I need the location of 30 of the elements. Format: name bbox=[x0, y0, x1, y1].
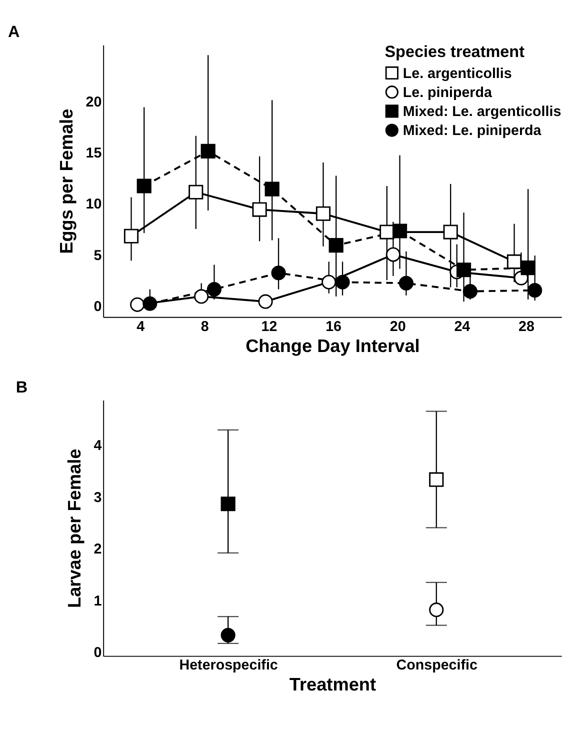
y-tick-label: 5 bbox=[94, 248, 102, 264]
chart-title: B bbox=[16, 378, 28, 396]
x-tick-label: 12 bbox=[261, 318, 278, 335]
legend-label: Le. argenticollis bbox=[402, 66, 512, 82]
x-tick-label: Heterospecific bbox=[179, 658, 278, 674]
y-tick-label: 0 bbox=[94, 298, 102, 315]
y-tick-label: 3 bbox=[94, 490, 102, 506]
x-tick-label: 8 bbox=[200, 318, 209, 335]
legend-label: Mixed: Le. argenticollis bbox=[402, 104, 562, 120]
chart-title: A bbox=[8, 23, 20, 42]
x-tick-label: 24 bbox=[454, 318, 470, 335]
x-tick-label: 16 bbox=[326, 318, 342, 335]
y-axis-title: Larvae per Female bbox=[64, 448, 84, 608]
y-tick-label: 15 bbox=[86, 145, 102, 162]
x-tick-label: 4 bbox=[136, 318, 145, 335]
x-axis-title: Treatment bbox=[289, 674, 376, 695]
x-tick-label: 20 bbox=[390, 318, 406, 335]
x-tick-label: 28 bbox=[518, 318, 534, 335]
y-tick-label: 2 bbox=[94, 542, 102, 558]
legend-label: Mixed: Le. piniperda bbox=[402, 123, 542, 140]
y-tick-label: 1 bbox=[94, 593, 102, 610]
y-tick-label: 20 bbox=[86, 94, 102, 110]
y-tick-label: 4 bbox=[94, 438, 102, 454]
x-axis-title: Change Day Interval bbox=[246, 336, 420, 356]
x-tick-label: Conspecific bbox=[396, 658, 478, 674]
y-tick-label: 10 bbox=[86, 196, 102, 213]
legend-title: Species treatment bbox=[384, 43, 526, 62]
legend-label: Le. piniperda bbox=[402, 84, 493, 101]
y-axis-title: Eggs per Female bbox=[56, 108, 76, 254]
y-tick-label: 0 bbox=[94, 644, 102, 661]
